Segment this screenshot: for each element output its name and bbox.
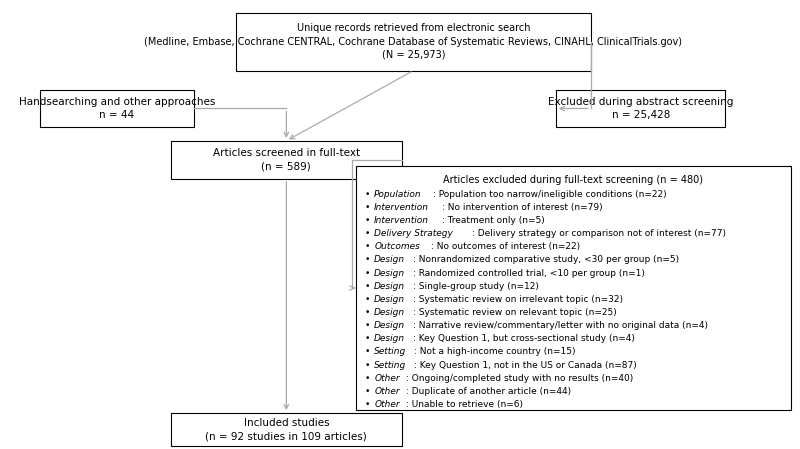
Text: Design: Design: [374, 308, 406, 317]
Text: : Ongoing/completed study with no results (n=40): : Ongoing/completed study with no result…: [406, 374, 634, 383]
Text: •: •: [365, 229, 370, 238]
Text: Design: Design: [374, 321, 406, 330]
Text: Unique records retrieved from electronic search
(Medline, Embase, Cochrane CENTR: Unique records retrieved from electronic…: [145, 23, 682, 60]
Text: Included studies
(n = 92 studies in 109 articles): Included studies (n = 92 studies in 109 …: [206, 418, 367, 441]
Text: : Narrative review/commentary/letter with no original data (n=4): : Narrative review/commentary/letter wit…: [413, 321, 708, 330]
Text: •: •: [365, 348, 370, 357]
Text: •: •: [365, 400, 370, 409]
Text: : Not a high-income country (n=15): : Not a high-income country (n=15): [414, 348, 576, 357]
Text: : Systematic review on irrelevant topic (n=32): : Systematic review on irrelevant topic …: [413, 295, 623, 304]
Text: •: •: [365, 203, 370, 212]
Text: Intervention: Intervention: [374, 203, 429, 212]
Text: •: •: [365, 189, 370, 199]
Text: : Randomized controlled trial, <10 per group (n=1): : Randomized controlled trial, <10 per g…: [413, 269, 645, 277]
Text: •: •: [365, 387, 370, 396]
Text: •: •: [365, 321, 370, 330]
Text: Setting: Setting: [374, 361, 406, 370]
Text: Intervention: Intervention: [374, 216, 429, 225]
Text: Other: Other: [374, 374, 400, 383]
Text: : Key Question 1, but cross-sectional study (n=4): : Key Question 1, but cross-sectional st…: [413, 335, 634, 343]
Text: •: •: [365, 308, 370, 317]
Text: •: •: [365, 269, 370, 277]
Text: : Unable to retrieve (n=6): : Unable to retrieve (n=6): [406, 400, 523, 409]
Text: Other: Other: [374, 400, 400, 409]
FancyBboxPatch shape: [170, 413, 402, 446]
Text: Population: Population: [374, 189, 422, 199]
FancyBboxPatch shape: [40, 89, 194, 128]
Text: : Duplicate of another article (n=44): : Duplicate of another article (n=44): [406, 387, 571, 396]
Text: Outcomes: Outcomes: [374, 242, 420, 251]
Text: •: •: [365, 295, 370, 304]
Text: Excluded during abstract screening
n = 25,428: Excluded during abstract screening n = 2…: [548, 97, 734, 120]
Text: •: •: [365, 282, 370, 291]
Text: Other: Other: [374, 387, 400, 396]
Text: Handsearching and other approaches
n = 44: Handsearching and other approaches n = 4…: [18, 97, 215, 120]
Text: Design: Design: [374, 282, 406, 291]
FancyBboxPatch shape: [356, 167, 791, 409]
FancyBboxPatch shape: [556, 89, 726, 128]
Text: •: •: [365, 255, 370, 264]
Text: : Population too narrow/ineligible conditions (n=22): : Population too narrow/ineligible condi…: [434, 189, 667, 199]
Text: •: •: [365, 242, 370, 251]
Text: : Single-group study (n=12): : Single-group study (n=12): [413, 282, 538, 291]
Text: : No outcomes of interest (n=22): : No outcomes of interest (n=22): [431, 242, 580, 251]
Text: Articles screened in full-text
(n = 589): Articles screened in full-text (n = 589): [213, 148, 360, 172]
FancyBboxPatch shape: [170, 141, 402, 179]
Text: : Key Question 1, not in the US or Canada (n=87): : Key Question 1, not in the US or Canad…: [414, 361, 637, 370]
Text: •: •: [365, 374, 370, 383]
FancyBboxPatch shape: [236, 13, 590, 70]
Text: Delivery Strategy: Delivery Strategy: [374, 229, 453, 238]
Text: Design: Design: [374, 269, 406, 277]
Text: Design: Design: [374, 255, 406, 264]
Text: •: •: [365, 335, 370, 343]
Text: •: •: [365, 361, 370, 370]
Text: Setting: Setting: [374, 348, 406, 357]
Text: •: •: [365, 216, 370, 225]
Text: : Delivery strategy or comparison not of interest (n=77): : Delivery strategy or comparison not of…: [472, 229, 726, 238]
Text: : Treatment only (n=5): : Treatment only (n=5): [442, 216, 546, 225]
Text: Design: Design: [374, 295, 406, 304]
Text: Articles excluded during full-text screening (n = 480): Articles excluded during full-text scree…: [443, 176, 703, 185]
Text: Design: Design: [374, 335, 406, 343]
Text: : Nonrandomized comparative study, <30 per group (n=5): : Nonrandomized comparative study, <30 p…: [413, 255, 679, 264]
Text: : Systematic review on relevant topic (n=25): : Systematic review on relevant topic (n…: [413, 308, 617, 317]
Text: : No intervention of interest (n=79): : No intervention of interest (n=79): [442, 203, 603, 212]
